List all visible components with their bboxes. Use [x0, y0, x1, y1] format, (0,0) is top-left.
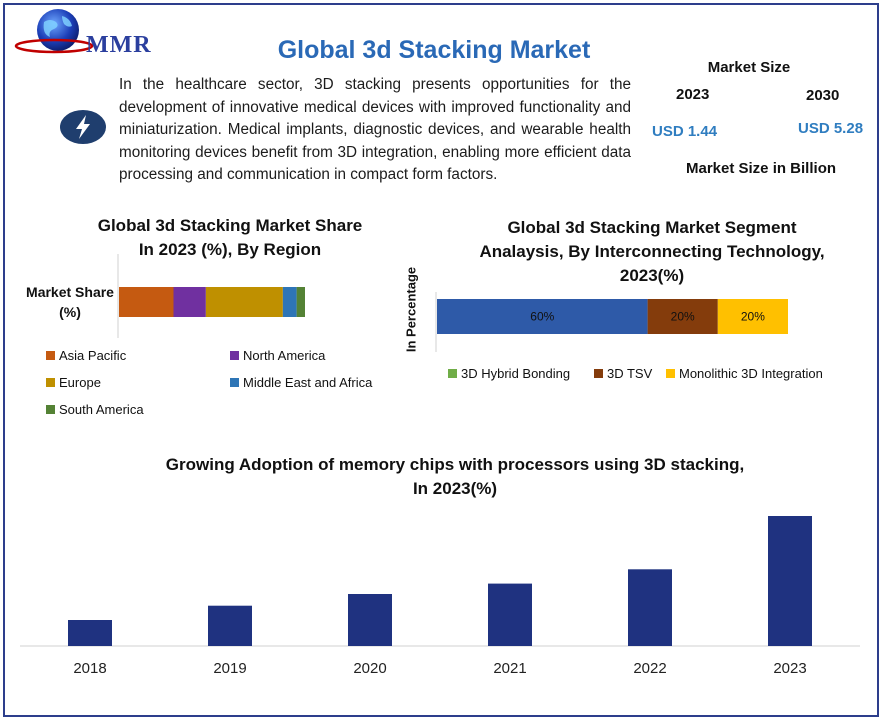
intro-paragraph: In the healthcare sector, 3D stacking pr…	[119, 76, 631, 183]
legend-label: South America	[59, 402, 144, 417]
legend-swatch	[594, 369, 603, 378]
adoption-bar-chart: 2018 2019 2020 2021 2022 2023	[20, 516, 860, 677]
region-bar-segment-south-america	[296, 287, 305, 317]
adoption-bar-2021	[488, 583, 532, 646]
adoption-tick-label: 2022	[633, 660, 666, 677]
segment-bar-monolithic-3d-integration	[717, 299, 788, 334]
adoption-bar-2020	[348, 594, 392, 646]
legend-label: 3D TSV	[607, 366, 653, 381]
legend-swatch	[46, 378, 55, 387]
region-bar-segment-europe	[205, 287, 283, 317]
legend-label: 3D Hybrid Bonding	[461, 366, 571, 381]
infographic-frame	[3, 3, 879, 717]
legend-item-3d-tsv: 3D TSV	[594, 366, 652, 381]
segment-data-label: 20%	[671, 310, 695, 324]
region-chart-title: Global 3d Stacking Market Share In 2023 …	[97, 216, 363, 259]
adoption-tick-label: 2021	[493, 660, 526, 677]
adoption-bar-2023	[768, 516, 812, 646]
market-size-year-end: 2030	[806, 87, 840, 104]
segment-chart-title: Global 3d Stacking Market Segment Analay…	[479, 218, 825, 285]
region-chart-category-label: Market Share (%)	[26, 284, 114, 320]
legend-label: Monolithic 3D Integration	[679, 366, 823, 381]
segment-bar-3d-tsv	[647, 299, 718, 334]
legend-swatch	[230, 378, 239, 387]
market-size-year-start: 2023	[676, 86, 710, 103]
segment-technology-chart: 60% 20% 20%	[435, 292, 788, 352]
segment-data-label: 20%	[741, 310, 765, 324]
legend-swatch	[666, 369, 675, 378]
legend-swatch	[46, 351, 55, 360]
lightning-bolt-icon	[60, 110, 106, 144]
segment-chart-ylabel: In Percentage	[403, 266, 419, 353]
page-title: Global 3d Stacking Market	[277, 36, 591, 64]
legend-item-monolithic-3d-integration: Monolithic 3D Integration	[666, 366, 823, 381]
adoption-tick-label: 2018	[73, 660, 106, 677]
legend-item-north-america: North America	[230, 348, 325, 363]
legend-swatch	[230, 351, 239, 360]
adoption-bar-2018	[68, 620, 112, 646]
adoption-tick-label: 2019	[213, 660, 246, 677]
adoption-tick-label: 2020	[353, 660, 386, 677]
legend-label: North America	[243, 348, 326, 363]
market-size-value-end: USD 5.28	[798, 120, 864, 137]
legend-label: Middle East and Africa	[243, 375, 373, 390]
market-size-value-start: USD 1.44	[652, 123, 718, 140]
segment-bar-3d-hybrid-bonding	[437, 299, 648, 334]
region-bar-segment-north-america	[173, 287, 206, 317]
segment-data-label: 60%	[530, 310, 554, 324]
adoption-tick-label: 2023	[773, 660, 806, 677]
segment-chart-legend: 3D Hybrid Bonding 3D TSV Monolithic 3D Int…	[448, 366, 868, 386]
legend-item-asia-pacific: Asia Pacific	[46, 348, 126, 363]
adoption-chart-title: Growing Adoption of memory chips with pr…	[165, 455, 745, 498]
market-size-footer: Market Size in Billion	[685, 160, 837, 177]
adoption-bar-2019	[208, 605, 252, 646]
legend-item-middle-east-and-africa: Middle East and Africa	[230, 375, 372, 390]
adoption-bar-2022	[628, 569, 672, 646]
legend-item-south-america: South America	[46, 402, 144, 417]
region-chart-legend: Asia Pacific North America Europe Middle Ea…	[46, 348, 406, 422]
legend-swatch	[448, 369, 457, 378]
legend-label: Asia Pacific	[59, 348, 127, 363]
legend-item-europe: Europe	[46, 375, 101, 390]
region-bar-segment-middle-east-and-africa	[282, 287, 297, 317]
legend-item-3d-hybrid-bonding: 3D Hybrid Bonding	[448, 366, 570, 381]
legend-swatch	[46, 405, 55, 414]
market-size-title: Market Size	[707, 59, 791, 76]
mmr-logo	[14, 9, 94, 54]
region-bar-segment-asia-pacific	[119, 287, 174, 317]
legend-label: Europe	[59, 375, 101, 390]
logo-text: MMR	[86, 32, 152, 58]
region-share-chart	[117, 254, 305, 338]
